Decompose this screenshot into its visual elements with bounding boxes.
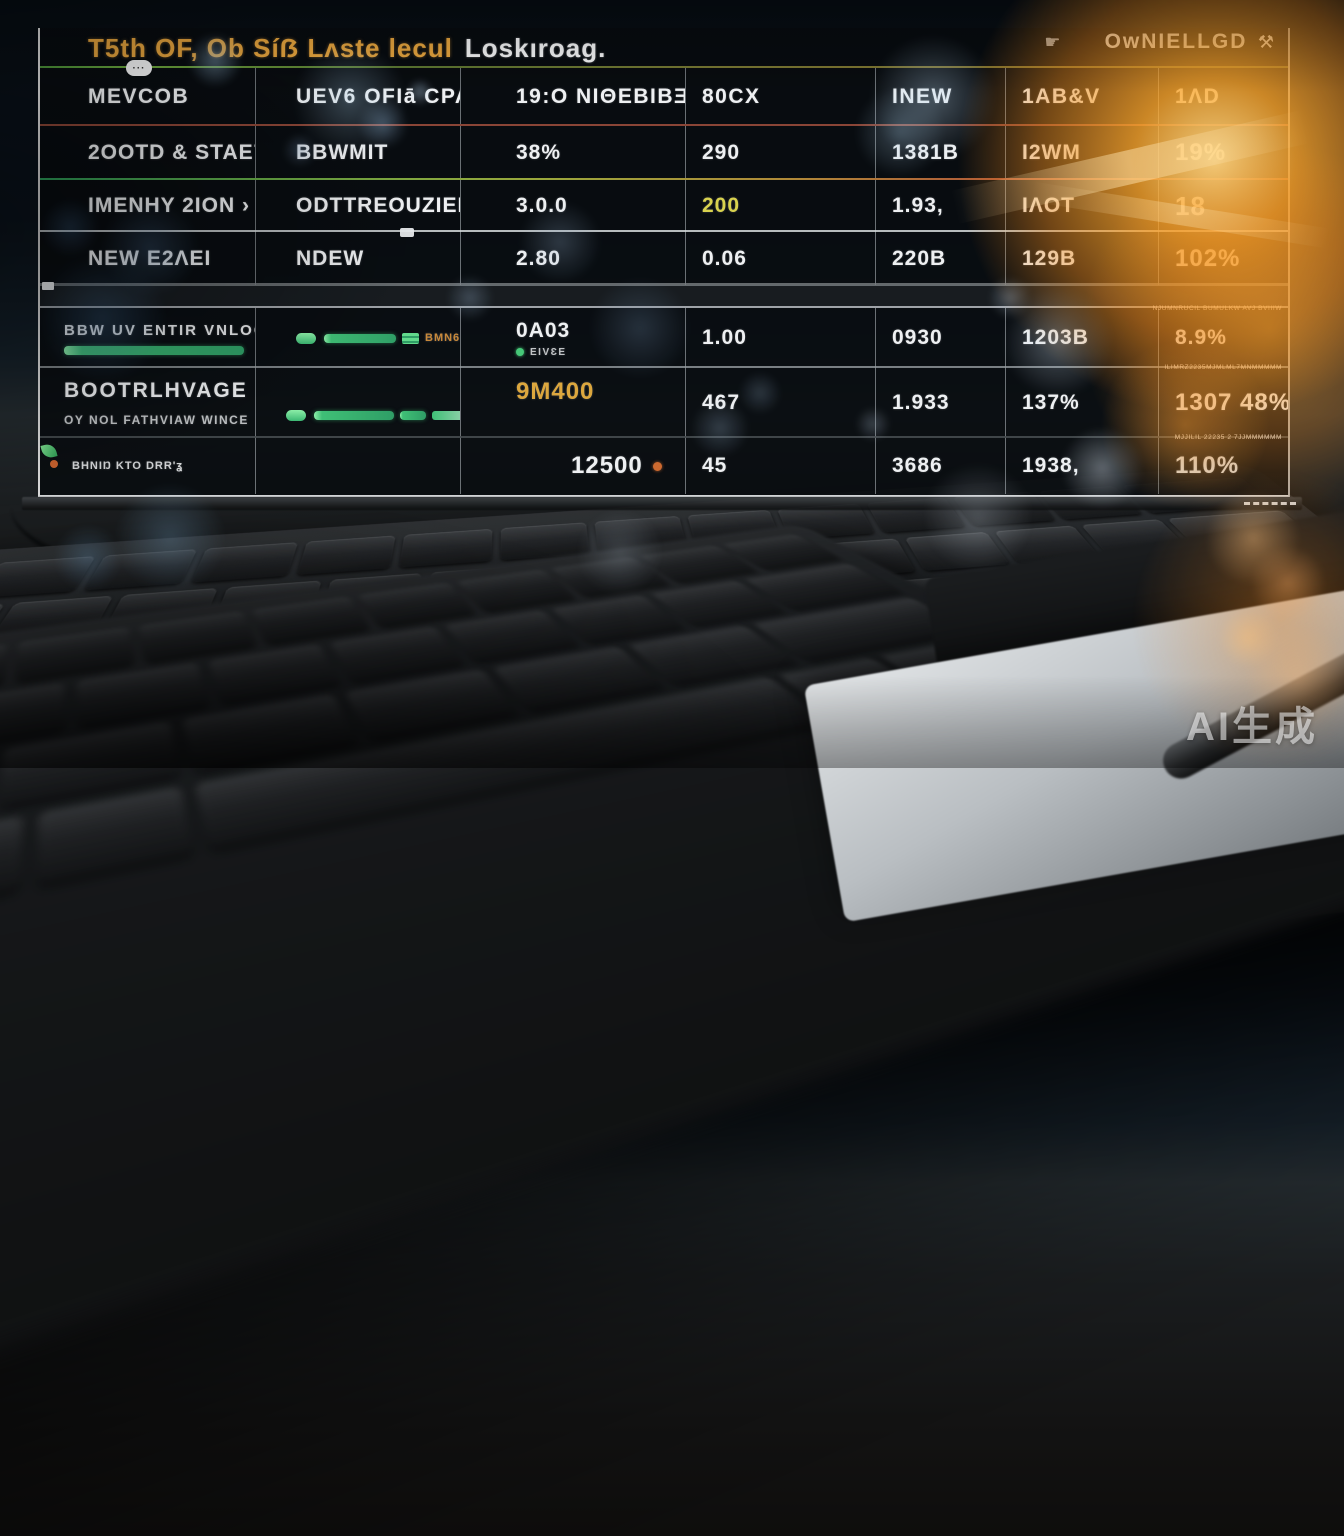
cell: 1.933 [875, 368, 1005, 438]
tools-icon: ⚒ [1257, 32, 1274, 52]
cell: 1.93, [875, 180, 1005, 232]
orange-dot-icon [652, 461, 662, 471]
cell: 3686 [875, 438, 1005, 494]
table-row[interactable]: BOOTRLHVAGE OY NOL FATHVIAW WINCE ▦ 9M40… [40, 364, 1288, 438]
cell: 0.06 [685, 232, 875, 285]
progress-group: ▦ [286, 407, 460, 424]
cell: 290 [685, 126, 875, 180]
cell-with-dot: 12500 [460, 438, 685, 494]
cell-with-sub: 0A03 EIVƐE [460, 308, 685, 368]
row-name: NEW E2ΛEI [88, 246, 212, 270]
pointer-icon[interactable]: ☛ [1044, 31, 1061, 52]
cell: 38% [460, 126, 685, 180]
table-row[interactable]: 2OOTD & STAE7ZEO BBWMIT 38% 290 1381B I2… [40, 126, 1288, 180]
cell: 1938, [1005, 438, 1158, 494]
page-title-amber: T5th OF, Ob Síẞ Lʌste lecul [88, 32, 453, 63]
scrollbar-indicator[interactable] [1244, 502, 1296, 509]
cell: 0930 [875, 308, 1005, 368]
data-table-panel: T5th OF, Ob Síẞ Lʌste lecul Loskıroag. ☛… [38, 28, 1290, 497]
cell: 1307 48% [1158, 368, 1288, 438]
cell: 2.80 [460, 232, 685, 285]
row-sub-label: OY NOL FATHVIAW WINCE [64, 413, 249, 427]
cell: 110% [1158, 438, 1288, 494]
cell: 19% [1158, 126, 1288, 180]
cell: 137% [1005, 368, 1158, 438]
row-name-with-sub: BOOTRLHVAGE OY NOL FATHVIAW WINCE [40, 368, 255, 438]
tiny-ruler-text: MJJILIL 22235 2 7JJMMMMMM [1174, 434, 1282, 441]
column-header[interactable]: INEW [875, 68, 1005, 126]
row-name: BBW UV ENTIR VNLOG [64, 321, 255, 339]
cell: 1203B [1005, 308, 1158, 368]
row-name: BOOTRLHVAGE [64, 379, 248, 402]
title-bar: T5th OF, Ob Síẞ Lʌste lecul Loskıroag. ☛… [40, 28, 1288, 76]
cell: 8.9% [1158, 308, 1288, 368]
row-name: 2OOTD & STAE7ZEO [88, 141, 255, 164]
row-name: IMENHY 2ION › [88, 194, 250, 217]
orange-dot-icon [50, 460, 58, 468]
table-row[interactable]: BHNIŊ KTO DRR'ʓ 12500 45 3686 1938, 110%… [40, 434, 1288, 494]
column-header[interactable]: UEV6 OFIā CPAINOR [255, 68, 460, 126]
table-row[interactable]: IMENHY 2ION › ODTTREOUZIEM 3.0.0 200 1.9… [40, 180, 1288, 237]
tiny-ruler-text: ILIMRZ2235MJMLML7MNMMMMM [1164, 364, 1282, 371]
cell: ODTTREOUZIEM [255, 180, 460, 232]
cell: 467 [685, 368, 875, 438]
progress-label: BMN6 [425, 332, 460, 344]
cell: 102% [1158, 232, 1288, 285]
row-name: BHNIŊ KTO DRR'ʓ [72, 460, 184, 472]
progress-bar [314, 411, 394, 420]
status-line: EIVƐE [516, 347, 567, 358]
cell: I2WM [1005, 126, 1158, 180]
progress-bar-fading [432, 411, 460, 420]
cell-progress: ▦ [255, 368, 460, 438]
cell: 1.00 [685, 308, 875, 368]
monitor-bottom-bezel [22, 497, 1302, 510]
tiny-ruler-text: NJUMNRUCIL BUMULKW AVJ BVIIIW [1152, 305, 1282, 312]
page-title-white: Loskıroag. [464, 32, 607, 63]
cell: 9M400 [460, 368, 685, 438]
table-header-row: MEVCOB UEV6 OFIā CPAINOR 19:O NIΘEBIBƎ 8… [40, 68, 1288, 126]
titlebar-controls: ☛ OwNIELLGD ⚒ [1044, 30, 1274, 54]
cell: NDEW [255, 232, 460, 285]
cell: IΛOT [1005, 180, 1158, 232]
progress-bar [400, 411, 426, 420]
row-name-with-icons: BHNIŊ KTO DRR'ʓ [40, 438, 255, 494]
ellipsis-badge[interactable]: ··· [126, 60, 152, 76]
column-header[interactable]: 80CX [685, 68, 875, 126]
cell: 200 [685, 180, 875, 232]
cell: 220B [875, 232, 1005, 285]
drag-handle[interactable] [42, 282, 54, 290]
cell: 129B [1005, 232, 1158, 285]
ai-watermark: AI生成 [1186, 705, 1318, 749]
column-header[interactable]: 1ΛD [1158, 68, 1288, 126]
cell-sub: EIVƐE [530, 346, 567, 358]
column-header[interactable]: 1AB&V [1005, 68, 1158, 126]
column-header[interactable]: MEVCOB [88, 85, 190, 108]
cell: 0A03 [516, 318, 571, 342]
cell: 12500 [571, 452, 643, 479]
progress-pill [296, 332, 316, 344]
owner-control[interactable]: OwNIELLGD ⚒ [1105, 30, 1274, 54]
progress-pill [286, 410, 306, 421]
progress-group: BMN6 [296, 332, 460, 344]
table-row[interactable]: BBW UV ENTIR VNLOG BMN6 0A03 EIVƐE 1.00 … [40, 305, 1288, 368]
green-dot-icon [516, 348, 524, 356]
cell-progress: BMN6 [255, 308, 460, 368]
table-row[interactable]: NEW E2ΛEI NDEW 2.80 0.06 220B 129B 102% [40, 232, 1288, 285]
cell: 3.0.0 [460, 180, 685, 232]
progress-bar [324, 333, 396, 343]
cell-empty [255, 438, 460, 494]
row-name-with-progress: BBW UV ENTIR VNLOG [40, 308, 255, 368]
column-header[interactable]: 19:O NIΘEBIBƎ [460, 68, 685, 126]
cell: 18 [1158, 180, 1288, 232]
cell: BBWMIT [255, 126, 460, 180]
owner-label: OwNIELLGD [1104, 30, 1248, 53]
progress-bar [64, 345, 244, 355]
leaf-icon [40, 442, 58, 460]
cell: 45 [685, 438, 875, 494]
progress-chip [402, 332, 419, 344]
cell: 1381B [875, 126, 1005, 180]
